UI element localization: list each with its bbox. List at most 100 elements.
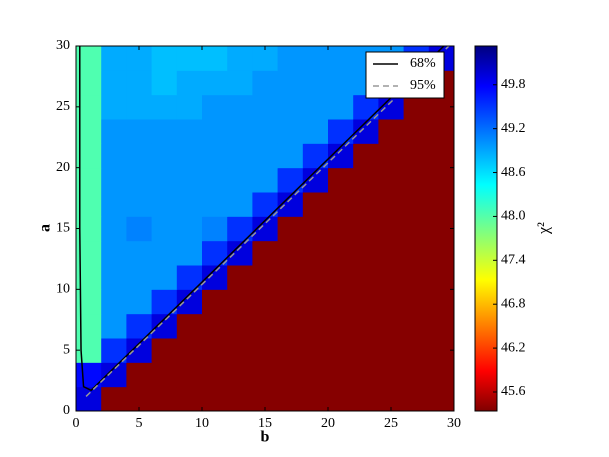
heat-cell [403, 143, 430, 169]
heat-cell [328, 386, 354, 411]
heat-cell [101, 167, 127, 193]
heat-cell [353, 313, 379, 339]
heat-cell [151, 119, 178, 144]
heat-cell [403, 192, 430, 217]
heat-cell [176, 192, 203, 217]
colorbar-tick-label: 48.0 [501, 209, 526, 224]
heat-cell [101, 70, 127, 96]
heat-cell [101, 240, 127, 266]
heat-cell [101, 119, 127, 144]
y-tick-label: 20 [56, 160, 70, 175]
heat-cell [328, 240, 354, 266]
legend-label: 95% [410, 78, 436, 93]
heat-cell [252, 362, 279, 388]
heat-cell [328, 313, 354, 339]
heat-cell [428, 362, 454, 388]
contour-line [79, 46, 445, 392]
heat-cell [252, 119, 279, 144]
heat-cell [101, 313, 127, 339]
y-axis-label: a [37, 224, 54, 232]
heat-cell [302, 338, 329, 363]
heat-cell [302, 265, 329, 290]
heat-cell [378, 338, 405, 363]
heat-cell [353, 265, 379, 290]
heat-cell [403, 313, 430, 339]
heat-cell [378, 119, 405, 144]
x-tick-label: 15 [258, 416, 272, 431]
heat-cell [302, 216, 329, 242]
heat-cell [176, 167, 203, 193]
y-tick-label: 0 [63, 403, 70, 418]
heat-cell [252, 94, 279, 120]
heat-cell [328, 192, 354, 217]
colorbar-tick-label: 46.8 [501, 296, 526, 311]
heat-cell [227, 94, 253, 120]
heat-cell [378, 94, 405, 120]
heat-cell [176, 94, 203, 120]
heat-cell [428, 167, 454, 193]
heat-cell [353, 167, 379, 193]
heat-cell [176, 70, 203, 96]
heat-cell [151, 265, 178, 290]
heat-cell [126, 240, 153, 266]
heat-cell [428, 119, 454, 144]
heat-cell [403, 216, 430, 242]
heat-cell [101, 386, 127, 411]
heat-cell [277, 70, 304, 96]
heat-cell [176, 216, 203, 242]
heat-cell [126, 362, 153, 388]
legend-label: 68% [410, 56, 436, 71]
heat-cell [353, 240, 379, 266]
heat-cell [252, 289, 279, 315]
heat-cell [151, 338, 178, 363]
heat-cell [277, 240, 304, 266]
heat-cell [353, 386, 379, 411]
heat-cell [277, 313, 304, 339]
heat-cell [378, 192, 405, 217]
heat-cell [328, 265, 354, 290]
heat-cell [428, 265, 454, 290]
heat-cell [403, 362, 430, 388]
heat-cell [151, 192, 178, 217]
heat-cell [151, 240, 178, 266]
heat-cell [302, 119, 329, 144]
heat-cell [202, 46, 228, 71]
heat-cell [252, 192, 279, 217]
heat-cell [176, 46, 203, 71]
x-tick-label: 5 [136, 416, 143, 431]
heat-cell [277, 362, 304, 388]
heat-cell [227, 119, 253, 144]
heat-cell [428, 94, 454, 120]
heat-cell [328, 119, 354, 144]
legend [365, 51, 445, 99]
heat-cell [378, 362, 405, 388]
heat-cell [101, 143, 127, 169]
heat-cell [176, 119, 203, 144]
heat-cell [101, 192, 127, 217]
heat-cell [328, 338, 354, 363]
heat-cell [328, 216, 354, 242]
heat-cell [302, 313, 329, 339]
heat-cell [277, 338, 304, 363]
heat-cell [252, 313, 279, 339]
heat-cell [126, 216, 153, 242]
heat-cell [277, 119, 304, 144]
heat-cell [202, 119, 228, 144]
heat-cell [328, 46, 354, 71]
colorbar-tick-label: 49.2 [501, 121, 526, 136]
heat-cell [126, 192, 153, 217]
heat-cell [76, 313, 102, 339]
heat-cell [151, 362, 178, 388]
y-tick-label: 30 [56, 38, 70, 53]
heat-cell [126, 46, 153, 71]
y-tick-label: 10 [56, 282, 70, 297]
heat-cell [403, 94, 430, 120]
heat-cell [277, 167, 304, 193]
heat-cell [252, 143, 279, 169]
heat-cell [227, 362, 253, 388]
heat-cell [302, 70, 329, 96]
heat-cell [277, 143, 304, 169]
heat-cell [353, 362, 379, 388]
heat-cell [302, 240, 329, 266]
